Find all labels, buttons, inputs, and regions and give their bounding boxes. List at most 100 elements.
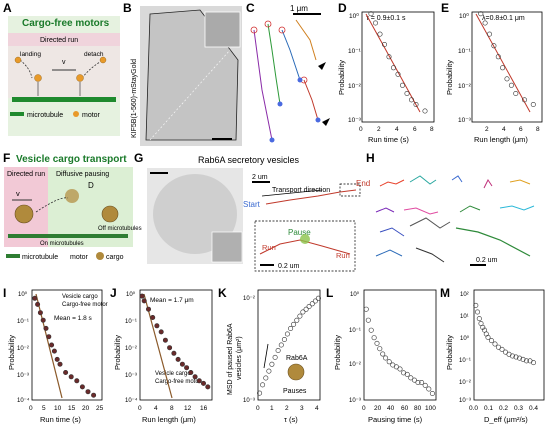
data-point-l [397,366,403,372]
cargo-free-fit-i [35,293,63,399]
ytick-d: 10⁻¹ [348,48,362,55]
panel-letter-h: H [366,151,375,165]
data-point-l [422,382,428,388]
data-point-i [68,374,74,380]
trajectory-h [379,227,405,237]
trajectory-c [267,23,281,105]
panel-letter-b: B [123,1,132,15]
data-point-k [263,375,269,381]
legend-cargo-f: cargo [106,254,124,261]
data-point-k [272,354,278,360]
xtick-i: 15 [68,405,76,412]
xtick-k: 1 [270,405,274,412]
ylabel-d: Probability [337,60,346,95]
ytick-k: 10⁻² [243,296,255,302]
data-point-j [162,337,168,343]
data-point-k [312,298,318,304]
data-point-m [476,316,482,322]
cargo-icon [101,205,119,223]
axes-e [471,11,543,123]
panel-h: H 0.2 um [366,151,535,266]
data-point-e [521,97,527,103]
diffusion-label-f: D [88,181,94,190]
data-point-l [393,364,399,370]
data-point-m [516,355,522,361]
ytick-e: 10⁰ [459,12,469,20]
panel-letter-f: F [3,151,10,165]
data-point-m [499,346,505,352]
cargo-icon [65,189,79,203]
data-point-d [404,91,410,97]
annotation-d: τ = 0.9±0.1 s [366,15,406,22]
xtick-i: 10 [54,405,62,412]
start-marker [250,26,258,34]
panel-letter-d: D [338,1,347,15]
data-point-l [386,359,392,365]
start-marker [278,26,286,34]
data-point-d [386,54,392,60]
data-point-e [513,91,519,97]
panel-e: E λ=0.8±0.1 μm Run length (μm) Probabili… [441,1,543,144]
axes-d [361,11,435,123]
rab6a-vesicle-icon [287,363,305,381]
detach-path [81,61,101,79]
xtick-i: 20 [82,405,90,412]
xtick-k: 3 [300,405,304,412]
xtick-j: 16 [200,405,208,412]
xtick-j: 4 [154,405,158,412]
trajectory-c [303,79,319,121]
end-marker [297,77,303,83]
ylabel-m: Probability [445,335,454,370]
zoom-inset-g [211,231,243,263]
data-point-i [37,310,43,316]
xtick-d: 8 [430,126,434,133]
pauses-label-k: Pauses [283,388,307,395]
trajectory-h [379,179,405,187]
panel-l: L Pausing time (s) Probability 0 20 40 6… [326,286,437,424]
data-point-k [288,325,294,331]
ytick-d: 10⁻² [348,83,362,90]
data-point-j [146,306,152,312]
data-point-m [483,331,489,337]
landing-label: landing [20,51,41,58]
trajectory-h [375,207,395,213]
end-markers-c [269,77,321,143]
xtick-i: 25 [96,405,104,412]
transition-path-f [35,197,69,213]
directed-run-label: Directed run [40,37,78,44]
data-point-k [315,295,321,301]
xtick-i: 5 [42,405,46,412]
data-point-k [300,309,306,315]
trajectory-c [295,19,317,61]
trajectory-c [281,29,301,81]
xtick-l: 60 [401,405,409,412]
data-point-e [508,82,514,88]
data-point-k [291,321,297,327]
detach-label: detach [84,51,104,58]
transport-direction-arrow [261,189,323,197]
xtick-d: 0 [359,126,363,133]
data-point-j [154,323,160,329]
panel-letter-l: L [326,286,333,300]
ytick-e: 10⁻³ [458,117,472,124]
data-point-k [269,361,275,367]
legend-microtubule-swatch-a [10,112,24,116]
panel-letter-c: C [246,1,255,15]
data-point-d [372,20,378,26]
directed-run-bar [8,33,120,46]
panel-m: M D_eff (μm²/s) Probability 0.0 0.1 0.2 … [440,286,545,424]
end-marker [269,137,275,143]
data-point-m [520,356,526,362]
xlabel-m: D_eff (μm²/s) [484,415,528,424]
ytick-d: 10⁰ [349,12,359,20]
ytick-m: 10⁻³ [459,398,471,404]
start-marker [264,20,272,28]
data-point-m [523,358,529,364]
data-point-m [474,309,480,315]
data-point-j [188,369,194,375]
ytick-k: 10⁻³ [243,398,255,404]
data-point-m [495,344,501,350]
legend-motor-a: motor [82,112,101,119]
ytick-i: 10⁻⁴ [17,397,30,404]
